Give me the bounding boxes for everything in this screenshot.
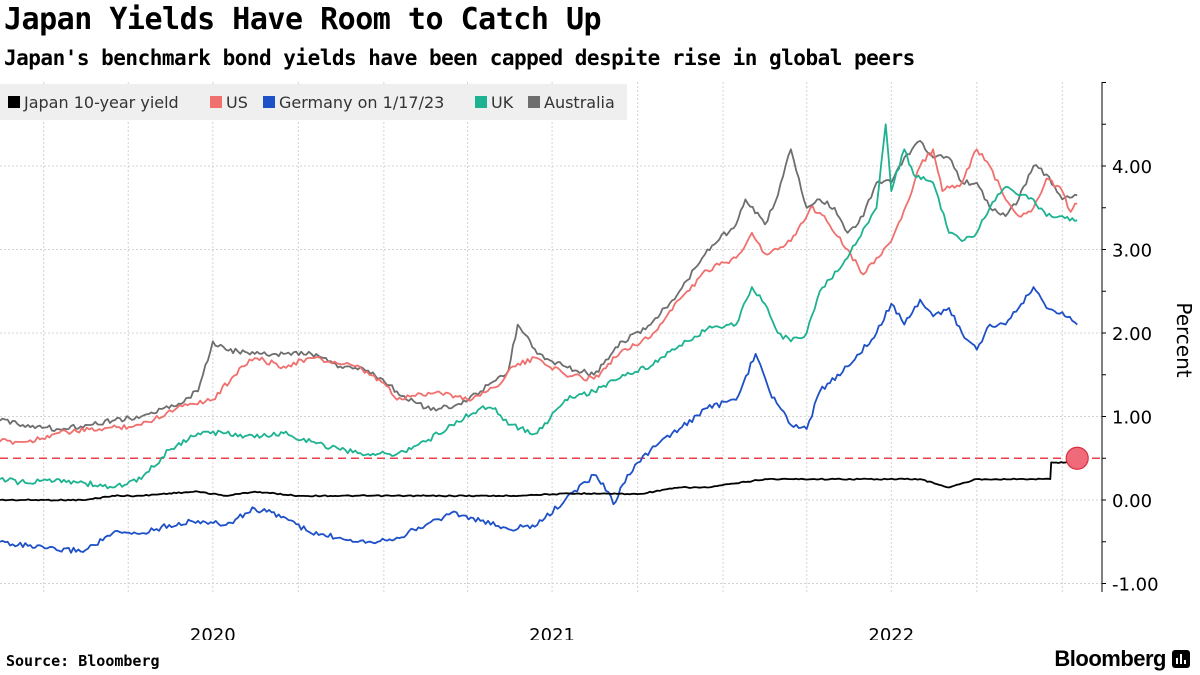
legend-label: Germany on 1/17/23	[279, 93, 444, 112]
legend-swatch	[210, 96, 222, 108]
series-line-us	[0, 148, 1078, 445]
legend-label: Australia	[544, 93, 615, 112]
series-line-japan-10-year-yield	[0, 457, 1078, 502]
x-tick-label: 2021	[529, 625, 575, 640]
y-axis-label: Percent	[1172, 302, 1196, 377]
legend-label: Japan 10-year yield	[23, 93, 179, 112]
highlight-point	[1065, 446, 1089, 470]
chart-title: Japan Yields Have Room to Catch Up	[4, 2, 602, 37]
series-line-germany-on-1-17-23	[0, 286, 1078, 554]
y-tick-label: 3.00	[1112, 241, 1152, 262]
legend-label: UK	[491, 93, 514, 112]
source-note: Source: Bloomberg	[6, 652, 160, 670]
brand-name: Bloomberg	[1054, 646, 1166, 671]
y-tick-label: 0.00	[1112, 491, 1152, 512]
y-tick-label: 4.00	[1112, 157, 1152, 178]
legend-swatch	[8, 96, 20, 108]
y-tick-label: 2.00	[1112, 324, 1152, 345]
legend: Japan 10-year yield US Germany on 1/17/23 U…	[0, 84, 627, 120]
bloomberg-logo-icon	[1172, 650, 1190, 668]
legend-swatch	[475, 96, 487, 108]
y-tick-label: 1.00	[1112, 408, 1152, 429]
y-tick-label: -1.00	[1112, 575, 1159, 596]
legend-swatch	[528, 96, 540, 108]
series-line-australia	[0, 140, 1078, 432]
legend-background	[0, 84, 627, 120]
legend-label: US	[226, 93, 248, 112]
legend-swatch	[263, 96, 275, 108]
x-tick-label: 2022	[868, 625, 914, 640]
x-tick-label: 2020	[190, 625, 236, 640]
chart-subtitle: Japan's benchmark bond yields have been …	[4, 46, 915, 70]
series-line-uk	[0, 123, 1078, 490]
line-chart: -1.00 0.00 1.00 2.00 3.00 4.00 Percent 2020 2021…	[0, 82, 1196, 640]
